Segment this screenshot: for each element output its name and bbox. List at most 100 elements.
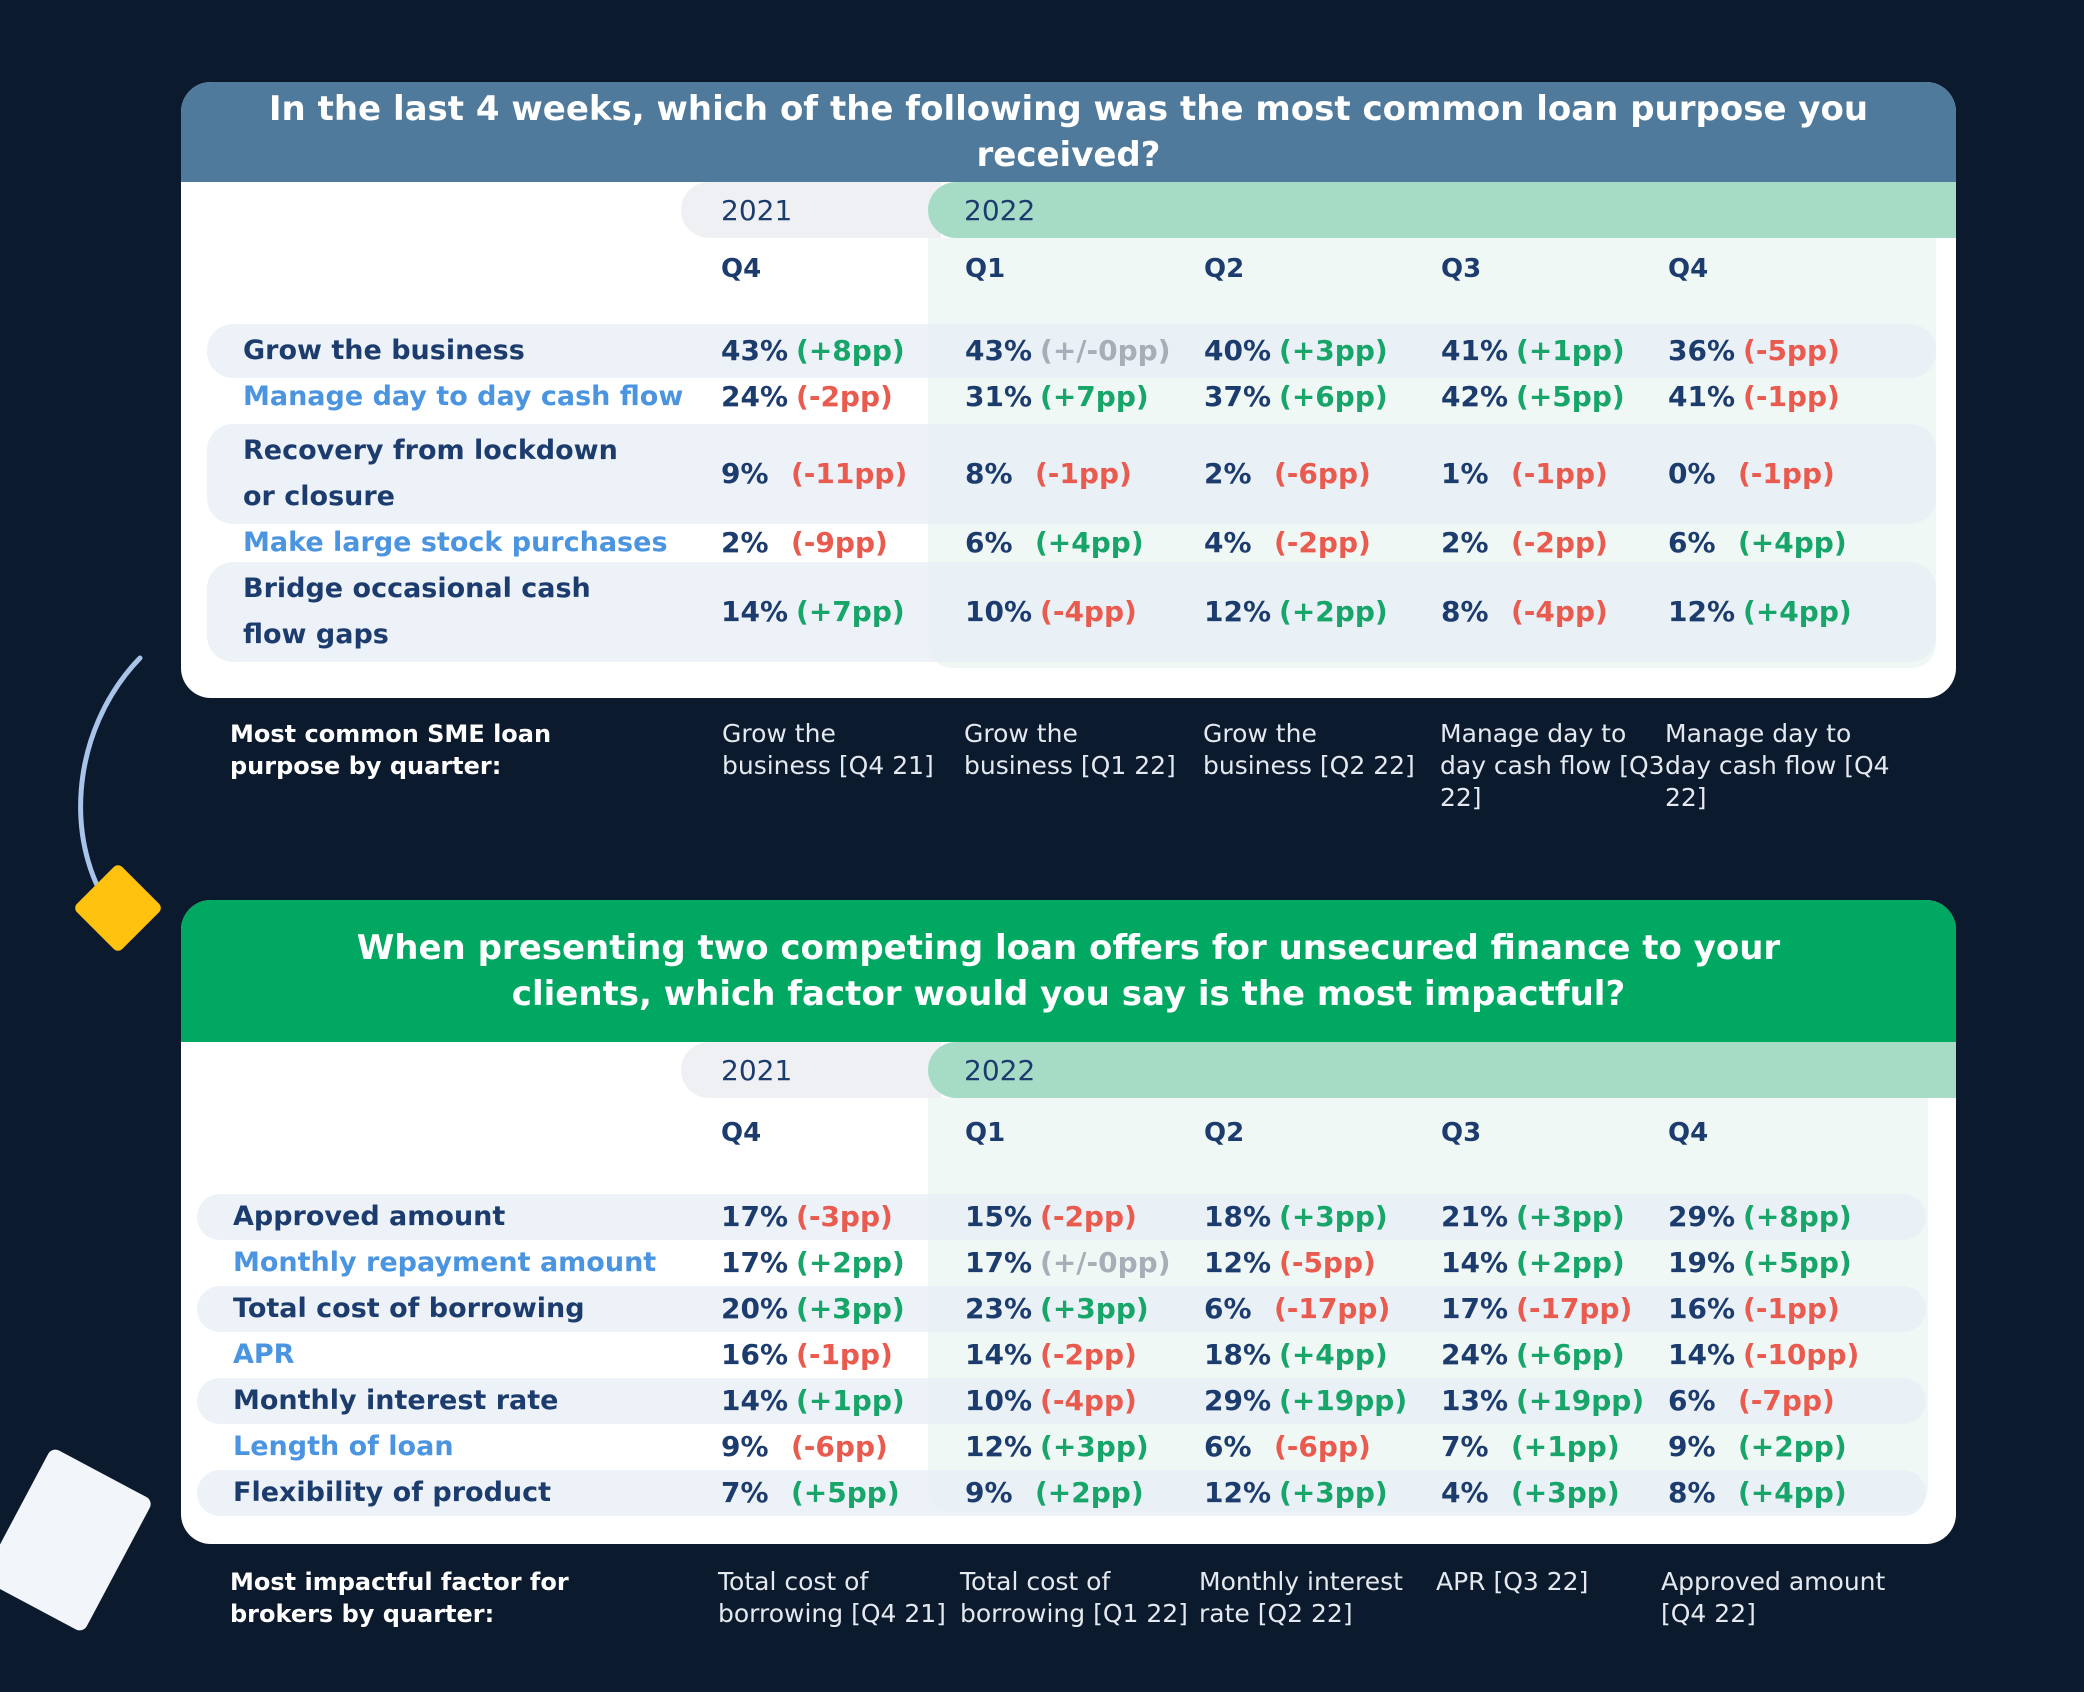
cell-change: (+1pp) — [1511, 1430, 1620, 1463]
cell-change: (-1pp) — [1743, 1292, 1840, 1325]
cell-value: 12% — [1204, 595, 1272, 628]
cell-value: 10% — [965, 1384, 1033, 1417]
cell-value: 6% — [965, 526, 1013, 559]
table-cell: 18% (+4pp) — [1204, 1337, 1388, 1373]
year-2021-label: 2021 — [681, 182, 941, 238]
cell-change: (+4pp) — [1738, 526, 1847, 559]
cell-value: 18% — [1204, 1200, 1272, 1233]
table-cell: 16% (-1pp) — [1668, 1291, 1840, 1327]
cell-change: (+8pp) — [796, 334, 905, 367]
cell-change: (+3pp) — [1040, 1430, 1149, 1463]
cell-value: 9% — [965, 1476, 1013, 1509]
cell-change: (+3pp) — [1279, 1200, 1388, 1233]
row-background — [197, 1194, 1926, 1240]
row-label: APR — [233, 1339, 295, 1370]
cell-value: 29% — [1204, 1384, 1272, 1417]
cell-change: (+7pp) — [796, 595, 905, 628]
cell-change: (-1pp) — [796, 1338, 893, 1371]
cell-value: 20% — [721, 1292, 789, 1325]
table-cell: 7% (+1pp) — [1441, 1429, 1620, 1465]
cell-value: 4% — [1441, 1476, 1489, 1509]
footer-value: Total cost of borrowing [Q1 22] — [960, 1567, 1188, 1628]
cell-value: 29% — [1668, 1200, 1736, 1233]
cell-change: (-2pp) — [1511, 526, 1608, 559]
table-cell: 29% (+8pp) — [1668, 1199, 1852, 1235]
cell-change: (-5pp) — [1743, 334, 1840, 367]
row-label: Bridge occasional cash flow gaps — [243, 573, 591, 650]
footer-value: Grow the business [Q2 22] — [1203, 719, 1415, 780]
table-cell: 6% (+4pp) — [965, 525, 1144, 561]
table-cell: 4% (-2pp) — [1204, 525, 1371, 561]
cell-change: (+2pp) — [1516, 1246, 1625, 1279]
cell-value: 6% — [1204, 1430, 1252, 1463]
cell-change: (+2pp) — [1035, 1476, 1144, 1509]
cell-value: 14% — [1668, 1338, 1736, 1371]
cell-change: (-11pp) — [791, 457, 908, 490]
row-background — [207, 424, 1936, 524]
table-cell: 12% (+3pp) — [965, 1429, 1149, 1465]
table-cell: 10% (-4pp) — [965, 594, 1137, 630]
cell-change: (-7pp) — [1738, 1384, 1835, 1417]
table-cell: 6% (+4pp) — [1668, 525, 1847, 561]
table-cell: 19% (+5pp) — [1668, 1245, 1852, 1281]
cell-value: 43% — [965, 334, 1033, 367]
footer-value: Manage day to day cash flow [Q3 22] — [1440, 719, 1665, 812]
row-background — [207, 324, 1936, 378]
cell-change: (+2pp) — [796, 1246, 905, 1279]
table-cell: 8% (+4pp) — [1668, 1475, 1847, 1511]
quarter-header: Q3 — [1441, 1118, 1482, 1148]
cell-value: 7% — [1441, 1430, 1489, 1463]
row-label: Total cost of borrowing — [233, 1293, 585, 1324]
cell-value: 2% — [1204, 457, 1252, 490]
cell-change: (+2pp) — [1738, 1430, 1847, 1463]
row-label: Monthly repayment amount — [233, 1247, 657, 1278]
table-cell: 14% (+7pp) — [721, 594, 905, 630]
table-cell: 17% (-3pp) — [721, 1199, 893, 1235]
cell-value: 9% — [721, 457, 769, 490]
cell-change: (+4pp) — [1743, 595, 1852, 628]
table-cell: 9% (-6pp) — [721, 1429, 888, 1465]
cell-change: (+1pp) — [796, 1384, 905, 1417]
cell-value: 8% — [1668, 1476, 1716, 1509]
table-cell: 20% (+3pp) — [721, 1291, 905, 1327]
cell-value: 12% — [1668, 595, 1736, 628]
cell-value: 18% — [1204, 1338, 1272, 1371]
cell-change: (+19pp) — [1279, 1384, 1408, 1417]
cell-value: 8% — [965, 457, 1013, 490]
table-cell: 42% (+5pp) — [1441, 379, 1625, 415]
cell-value: 12% — [965, 1430, 1033, 1463]
cell-change: (-2pp) — [1040, 1200, 1137, 1233]
cell-change: (-3pp) — [796, 1200, 893, 1233]
table-cell: 0% (-1pp) — [1668, 456, 1835, 492]
table-cell: 24% (-2pp) — [721, 379, 893, 415]
cell-value: 42% — [1441, 380, 1509, 413]
cell-value: 15% — [965, 1200, 1033, 1233]
cell-change: (-2pp) — [796, 380, 893, 413]
table-cell: 12% (-5pp) — [1204, 1245, 1376, 1281]
table-cell: 7% (+5pp) — [721, 1475, 900, 1511]
cell-change: (-10pp) — [1743, 1338, 1860, 1371]
cell-change: (+8pp) — [1743, 1200, 1852, 1233]
table-cell: 12% (+4pp) — [1668, 594, 1852, 630]
cell-value: 40% — [1204, 334, 1272, 367]
cell-value: 13% — [1441, 1384, 1509, 1417]
quarter-header: Q1 — [965, 254, 1006, 284]
cell-change: (-4pp) — [1040, 1384, 1137, 1417]
table-cell: 6% (-6pp) — [1204, 1429, 1371, 1465]
cell-value: 23% — [965, 1292, 1033, 1325]
cell-value: 17% — [965, 1246, 1033, 1279]
cell-change: (+3pp) — [796, 1292, 905, 1325]
cell-change: (+5pp) — [1743, 1246, 1852, 1279]
cell-change: (-1pp) — [1738, 457, 1835, 490]
table-cell: 37% (+6pp) — [1204, 379, 1388, 415]
table-cell: 14% (+2pp) — [1441, 1245, 1625, 1281]
cell-change: (+5pp) — [1516, 380, 1625, 413]
table-cell: 14% (+1pp) — [721, 1383, 905, 1419]
cell-change: (-17pp) — [1274, 1292, 1391, 1325]
cell-value: 24% — [721, 380, 789, 413]
cell-change: (+4pp) — [1035, 526, 1144, 559]
cell-value: 16% — [721, 1338, 789, 1371]
footer-label: Most common SME loan purpose by quarter: — [230, 720, 552, 780]
cell-value: 31% — [965, 380, 1033, 413]
cell-change: (-1pp) — [1035, 457, 1132, 490]
